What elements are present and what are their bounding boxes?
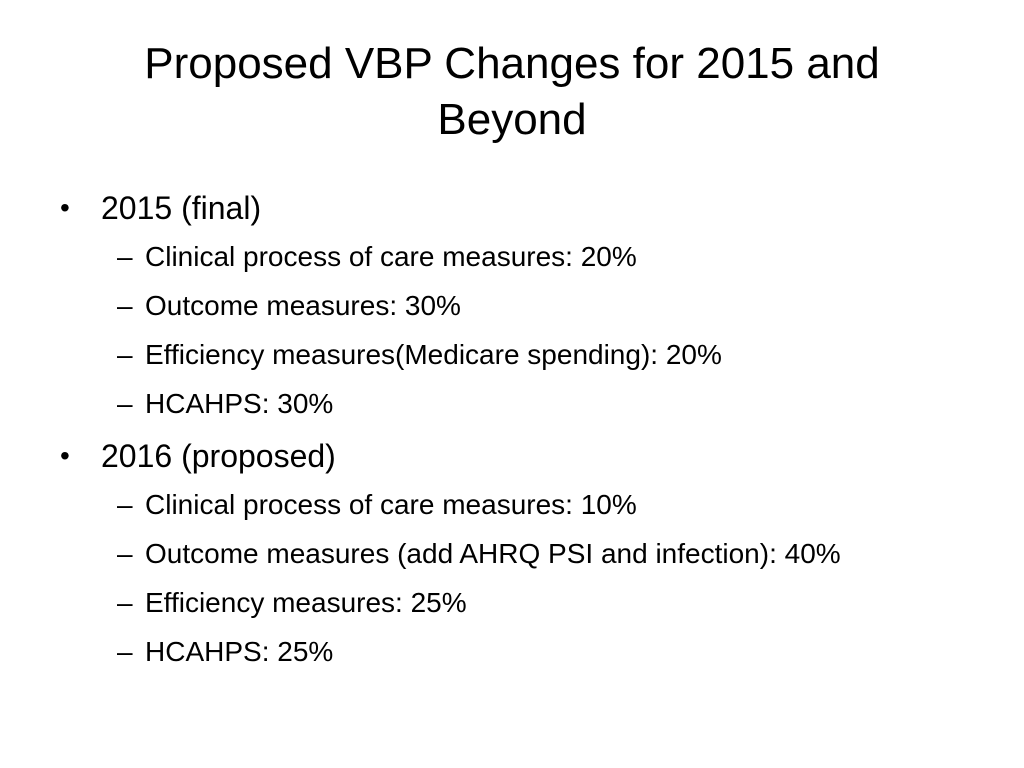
- sub-item-text: Efficiency measures: 25%: [145, 587, 467, 618]
- bullet-item: • 2015 (final): [56, 184, 996, 232]
- sub-item-text: Outcome measures (add AHRQ PSI and infec…: [145, 538, 841, 569]
- slide-title: Proposed VBP Changes for 2015 and Beyond: [60, 36, 964, 148]
- section-2016: • 2016 (proposed) – Clinical process of …: [56, 432, 996, 676]
- sub-item-text: Outcome measures: 30%: [145, 290, 461, 321]
- slide-content: • 2015 (final) – Clinical process of car…: [56, 184, 996, 680]
- slide-title-line-2: Beyond: [437, 95, 587, 144]
- sub-item-text: Clinical process of care measures: 10%: [145, 489, 637, 520]
- dash-icon: –: [117, 587, 133, 618]
- slide-title-line-1: Proposed VBP Changes for 2015 and: [144, 39, 880, 88]
- dash-icon: –: [117, 636, 133, 667]
- sub-item-text: Clinical process of care measures: 20%: [145, 241, 637, 272]
- sub-item-text: Efficiency measures(Medicare spending): …: [145, 339, 722, 370]
- dash-icon: –: [117, 290, 133, 321]
- sub-item-text: HCAHPS: 25%: [145, 636, 334, 667]
- sub-item: – HCAHPS: 30%: [56, 379, 996, 428]
- dash-icon: –: [117, 339, 133, 370]
- bullet-item: • 2016 (proposed): [56, 432, 996, 480]
- section-2015: • 2015 (final) – Clinical process of car…: [56, 184, 996, 428]
- sub-item-text: HCAHPS: 30%: [145, 388, 334, 419]
- sub-item: – Outcome measures (add AHRQ PSI and inf…: [56, 529, 996, 578]
- sub-item: – Outcome measures: 30%: [56, 281, 996, 330]
- sub-list: – Clinical process of care measures: 20%…: [56, 232, 996, 428]
- sub-item: – Efficiency measures: 25%: [56, 578, 996, 627]
- dash-icon: –: [117, 241, 133, 272]
- section-heading: 2015 (final): [101, 190, 262, 226]
- sub-item: – HCAHPS: 25%: [56, 627, 996, 676]
- dash-icon: –: [117, 489, 133, 520]
- bullet-icon: •: [60, 192, 70, 223]
- dash-icon: –: [117, 388, 133, 419]
- dash-icon: –: [117, 538, 133, 569]
- sub-item: – Efficiency measures(Medicare spending)…: [56, 330, 996, 379]
- bullet-icon: •: [60, 440, 70, 471]
- sub-item: – Clinical process of care measures: 10%: [56, 480, 996, 529]
- section-heading: 2016 (proposed): [101, 438, 336, 474]
- sub-list: – Clinical process of care measures: 10%…: [56, 480, 996, 676]
- sub-item: – Clinical process of care measures: 20%: [56, 232, 996, 281]
